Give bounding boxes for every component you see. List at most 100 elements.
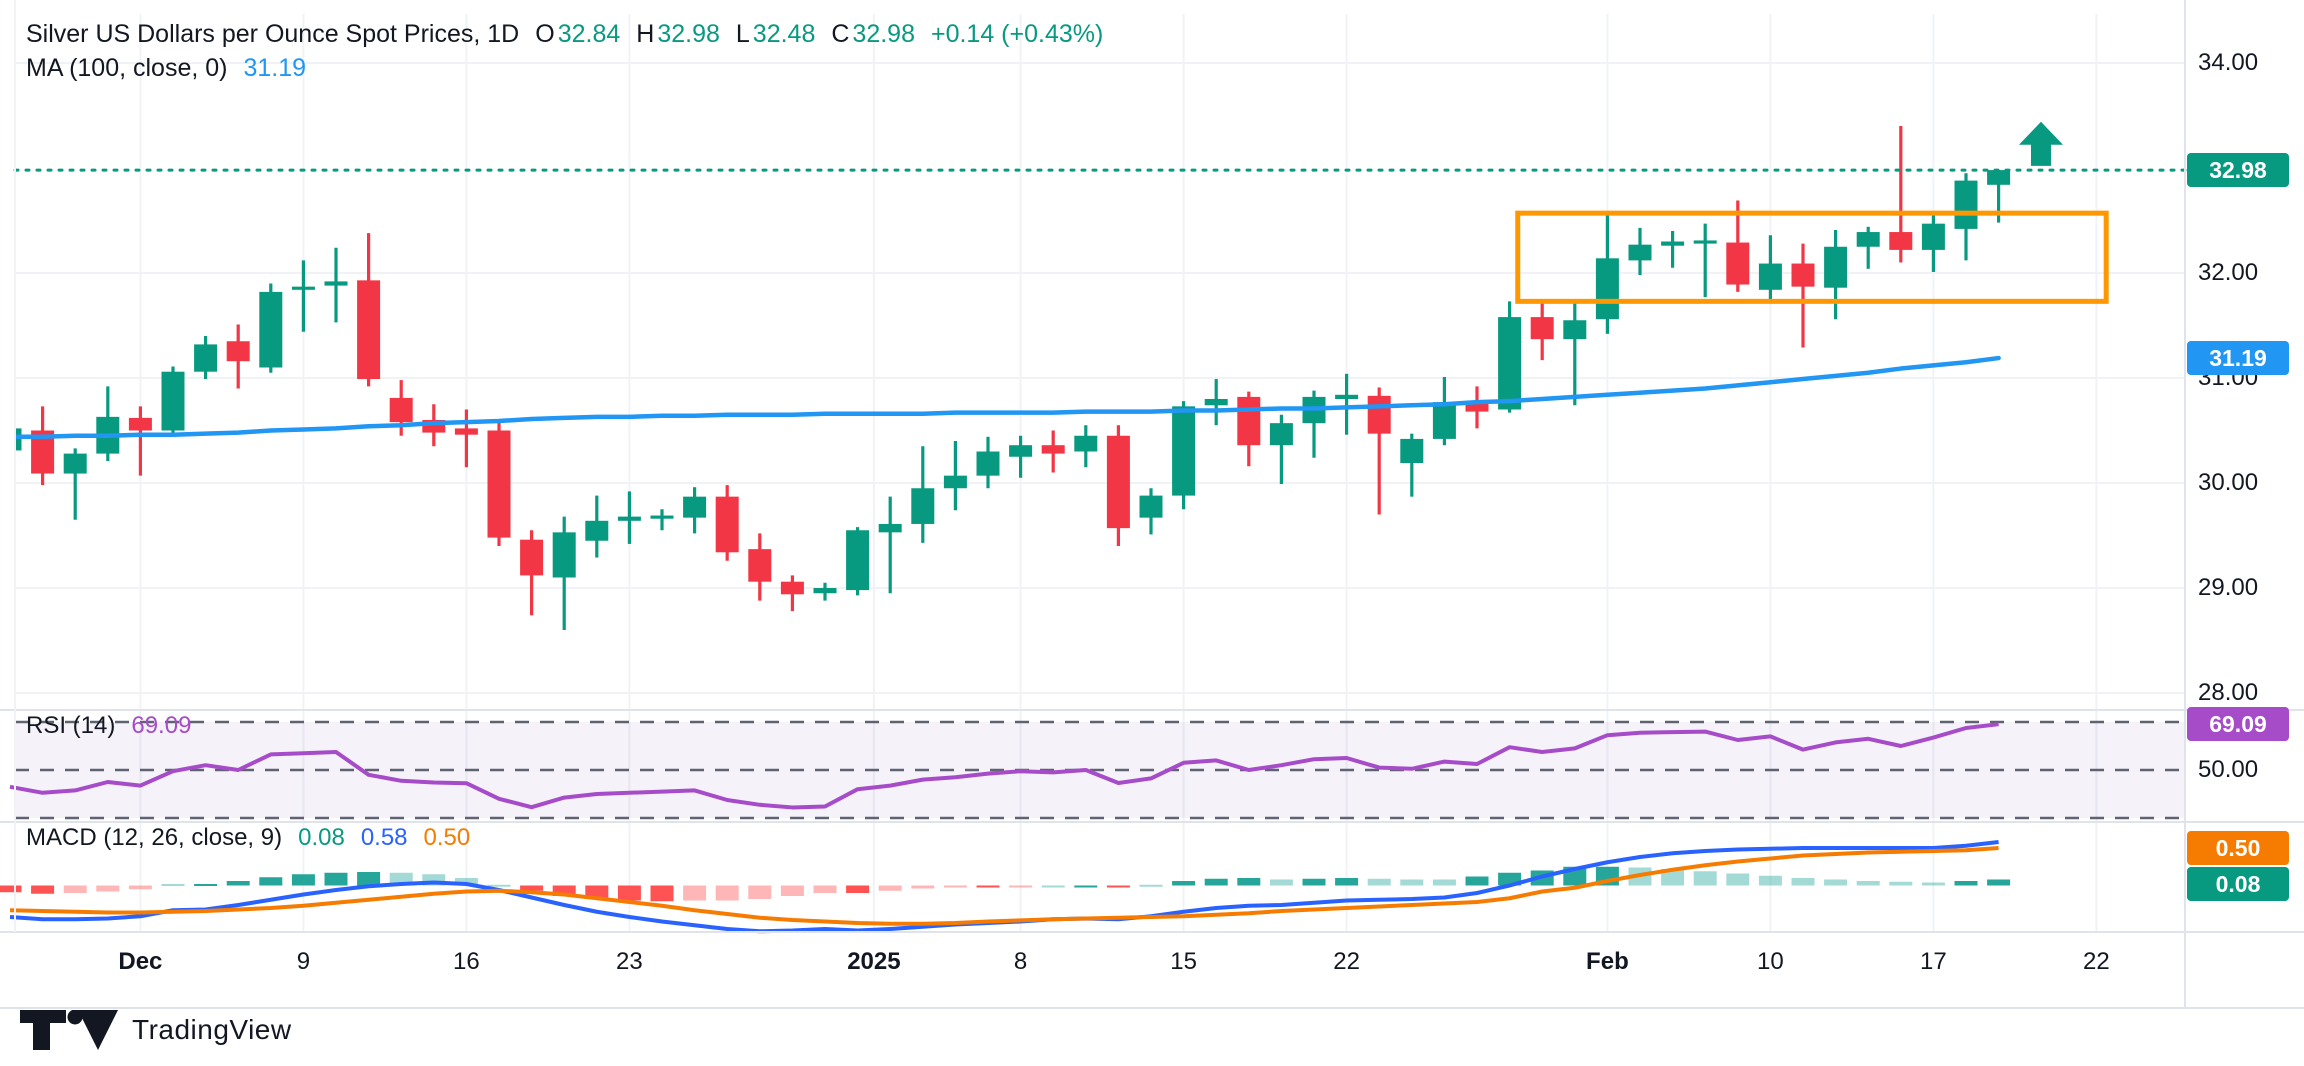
candle (1139, 488, 1163, 535)
macd-label: MACD (12, 26, close, 9) (26, 824, 283, 851)
time-axis-label: 22 (2083, 948, 2110, 975)
macd-histogram-bar (1074, 885, 1098, 888)
candle (1921, 215, 1945, 272)
time-axis-label: 8 (1013, 948, 1028, 975)
up-arrow-annotation[interactable] (2018, 121, 2063, 166)
candle (1400, 433, 1424, 497)
macd-histogram-bar (1954, 881, 1978, 886)
price-axis-label: 28.00 (2198, 679, 2259, 706)
macd-pane-plots (0, 840, 2011, 934)
tradingview-logo[interactable]: TradingView (20, 1010, 292, 1050)
ohlc-close: C 32.98 (831, 20, 915, 48)
macd-signal-value: 0.50 (423, 824, 471, 851)
macd-histogram-bar (487, 884, 511, 887)
rsi-legend[interactable]: RSI (14) 69.09 (26, 714, 191, 738)
candle (1041, 430, 1065, 473)
candle (1530, 301, 1554, 361)
macd-histogram-bar (259, 877, 283, 886)
candle (976, 436, 1000, 489)
candle (943, 441, 967, 511)
macd-histogram-bar (31, 885, 55, 894)
time-axis-label: 23 (616, 948, 643, 975)
candle (520, 530, 544, 616)
macd-histogram-bar (1400, 879, 1424, 886)
candle (1009, 435, 1033, 478)
macd-histogram-bar (748, 885, 772, 899)
macd-histogram-bar (194, 884, 218, 886)
macd-histogram-bar (0, 885, 22, 893)
macd-histogram-bar (63, 885, 87, 893)
candle (846, 527, 870, 596)
candle (1432, 376, 1456, 446)
rsi-axis-label: 50.00 (2198, 756, 2259, 783)
candle (15, 428, 22, 451)
price-axis-label: 32.00 (2198, 259, 2259, 286)
candle (1661, 231, 1685, 268)
price-change: +0.14 (+0.43%) (930, 20, 1104, 48)
candle (1172, 401, 1196, 510)
tradingview-brand-text: TradingView (132, 1014, 292, 1045)
candle (324, 247, 348, 323)
candle (683, 487, 707, 534)
macd-histogram-bar (1432, 879, 1456, 886)
candle (1758, 235, 1782, 303)
macd-histogram-bar (1791, 878, 1815, 886)
time-axis-label: 22 (1333, 948, 1360, 975)
ma-legend[interactable]: MA (100, close, 0) 31.19 (26, 56, 306, 81)
macd-legend[interactable]: MACD (12, 26, close, 9) 0.08 0.58 0.50 (26, 826, 470, 850)
time-axis-label: 16 (453, 948, 480, 975)
candle (911, 446, 935, 543)
gridlines (15, 14, 2185, 932)
candle (1726, 200, 1750, 292)
candle (128, 406, 152, 476)
candle (1106, 425, 1130, 546)
macd-histogram-bar (976, 885, 1000, 888)
macd-histogram-bar (1726, 873, 1750, 886)
macd-histogram-bar (1758, 875, 1782, 886)
candle (715, 485, 739, 561)
candle (31, 406, 55, 486)
macd-histogram-bar (1921, 882, 1945, 886)
macd-histogram-bar (1335, 878, 1359, 886)
macd-histogram-bar (1889, 881, 1913, 886)
symbol-title: Silver US Dollars per Ounce Spot Prices,… (26, 20, 520, 48)
macd-histogram-bar (911, 885, 935, 889)
consolidation-box-annotation[interactable] (1515, 210, 2109, 304)
macd-histogram-bar (1856, 881, 1880, 886)
macd-histogram-bar (96, 885, 120, 892)
macd-hist-value: 0.08 (298, 824, 345, 851)
macd-histogram-bar (357, 872, 381, 886)
symbol-legend[interactable]: Silver US Dollars per Ounce Spot Prices,… (26, 22, 1103, 47)
ohlc-low: L 32.48 (735, 20, 816, 48)
macd-histogram-bar (846, 885, 870, 893)
macd-histogram-bar (715, 885, 739, 901)
candle (1498, 301, 1522, 413)
candle (1335, 373, 1359, 435)
macd-histogram-bar (1661, 869, 1685, 886)
macd-histogram-bar (813, 885, 837, 893)
macd-signal-line (9, 846, 1999, 926)
candle (1856, 226, 1880, 269)
ma-label: MA (100, close, 0) (26, 54, 228, 82)
macd-histogram-bar (1367, 878, 1391, 886)
macd-histogram-bar (1693, 871, 1717, 886)
macd-histogram-bar (128, 885, 152, 890)
macd-histogram-bar (1106, 885, 1130, 888)
candle (552, 516, 576, 630)
macd-histogram-bar (552, 885, 576, 896)
macd-histogram-bar (780, 885, 804, 896)
rsi-line (9, 722, 1999, 810)
ohlc-open: O 32.84 (535, 20, 621, 48)
candle (454, 409, 478, 468)
candles (15, 126, 2011, 630)
macd-hist-badge: 0.08 (2187, 867, 2289, 901)
candle (487, 422, 511, 546)
macd-histogram-bar (422, 874, 446, 886)
candle (96, 386, 120, 461)
candle (357, 233, 381, 387)
macd-histogram-bar (617, 885, 641, 901)
candle (617, 491, 641, 544)
pane-separators (0, 0, 2304, 1009)
